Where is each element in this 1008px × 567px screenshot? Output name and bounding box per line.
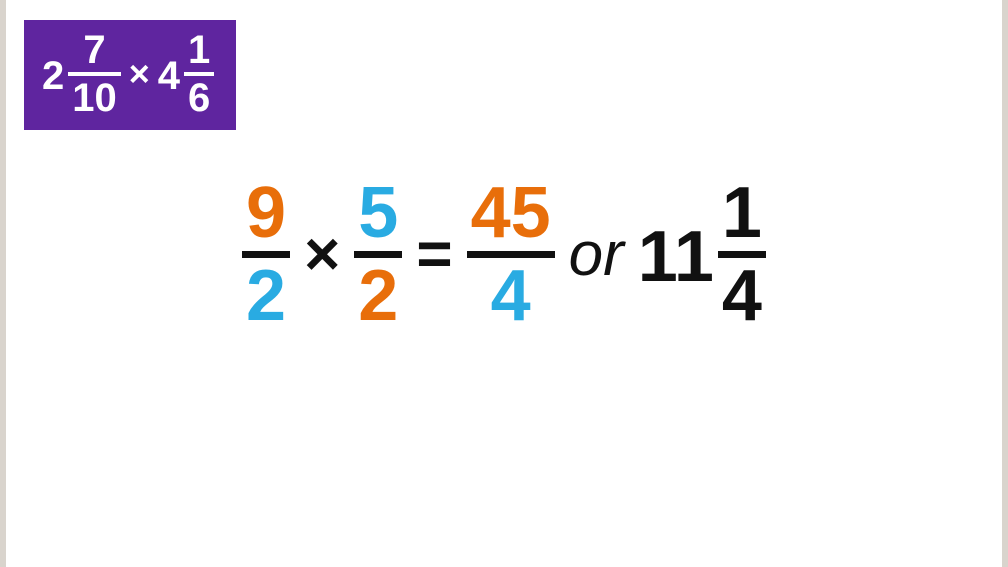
fraction-2-num: 5 <box>354 175 402 251</box>
problem-b-num: 1 <box>184 28 214 72</box>
fraction-3-num: 45 <box>467 175 555 251</box>
fraction-3-den: 4 <box>487 258 535 334</box>
problem-a-whole: 2 <box>42 56 64 96</box>
multiply-operator: × <box>304 219 340 290</box>
problem-a-num: 7 <box>79 28 109 72</box>
equals-sign: = <box>416 219 452 290</box>
slide-canvas: 2 7 10 × 4 1 6 9 2 × 5 2 <box>6 0 1002 567</box>
problem-b-den: 6 <box>184 76 214 120</box>
problem-mixed-b: 4 1 6 <box>158 28 215 120</box>
problem-b-whole: 4 <box>158 56 180 96</box>
solution-equation: 9 2 × 5 2 = 45 4 or 11 1 4 <box>6 175 1002 334</box>
problem-a-den: 10 <box>68 76 121 120</box>
problem-operator: × <box>129 53 150 95</box>
fraction-2: 5 2 <box>354 175 402 334</box>
fraction-1-num: 9 <box>242 175 290 251</box>
result-num: 1 <box>718 175 766 251</box>
problem-mixed-a: 2 7 10 <box>42 28 121 120</box>
problem-b-fraction: 1 6 <box>184 28 214 120</box>
fraction-3: 45 4 <box>467 175 555 334</box>
result-den: 4 <box>718 258 766 334</box>
problem-box: 2 7 10 × 4 1 6 <box>24 20 236 130</box>
problem-a-fraction: 7 10 <box>68 28 121 120</box>
fraction-1: 9 2 <box>242 175 290 334</box>
fraction-1-den: 2 <box>242 258 290 334</box>
result-mixed: 11 1 4 <box>638 175 766 334</box>
fraction-2-den: 2 <box>354 258 402 334</box>
or-text: or <box>569 219 624 290</box>
result-whole: 11 <box>638 221 714 293</box>
result-fraction: 1 4 <box>718 175 766 334</box>
